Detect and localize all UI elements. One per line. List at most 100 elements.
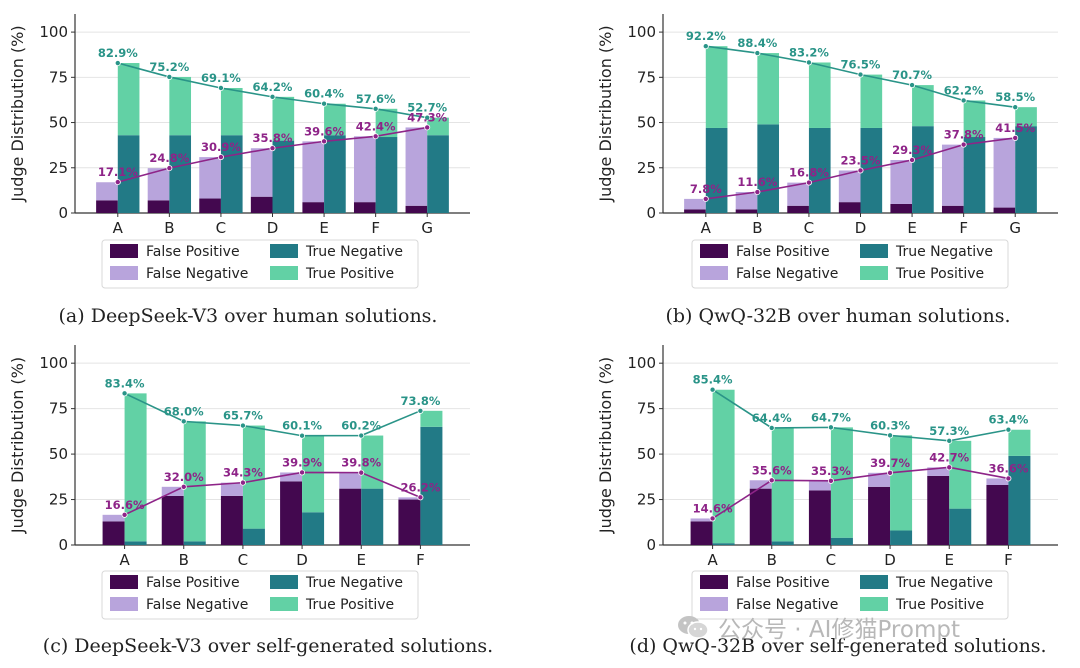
chart-panel: Judge Distribution (%) 0 25 50 75 100 A B C D E F 85… [596,345,1058,657]
bar-false-negative [749,480,772,489]
bar-false-positive [941,205,964,213]
true-positive-point [857,71,864,78]
bar-false-positive [690,521,713,545]
true-positive-label: 60.2% [341,419,381,433]
bar-true-positive [912,85,934,127]
false-negative-point [754,189,761,196]
true-positive-label: 70.7% [892,68,932,82]
chart-panel: Judge Distribution (%) 0 25 50 75 100 A B C D E F G 9… [596,14,1058,327]
bar-true-negative [949,508,972,545]
true-positive-label: 64.4% [752,411,792,425]
legend-label-true-negative: True Negative [895,575,993,591]
bar-false-positive [735,209,758,213]
bar-true-positive [427,117,449,136]
false-negative-point [709,515,716,522]
true-positive-label: 64.2% [253,80,293,94]
legend-label-false-negative: False Negative [736,266,838,282]
bar-false-positive [890,203,913,213]
true-positive-label: 73.8% [400,394,440,408]
true-positive-label: 60.1% [282,419,322,433]
true-positive-label: 76.5% [841,58,881,72]
legend-swatch-true-positive [860,266,888,280]
figure-caption: (d) QwQ-32B over self-generated solution… [629,635,1046,657]
y-tick-label: 0 [646,204,656,222]
true-positive-label: 65.7% [223,409,263,423]
x-tick-label: A [707,551,718,569]
false-negative-label: 35.3% [811,464,851,478]
legend-label-false-positive: False Positive [736,575,830,591]
x-tick-label: B [752,219,762,237]
figure-caption: (b) QwQ-32B over human solutions. [665,305,1010,327]
bar-true-negative [912,126,934,213]
bar-false-negative [787,182,809,206]
legend-swatch-true-negative [270,244,298,258]
legend-swatch-false-positive [110,244,138,258]
x-tick-label: C [238,551,248,569]
bar-true-positive [220,87,243,136]
true-positive-label: 85.4% [693,373,733,387]
legend-label-true-positive: True Positive [895,597,984,613]
bar-false-negative [280,472,303,482]
bar-false-positive [749,488,772,545]
false-negative-point [946,464,953,471]
bar-true-positive [860,74,883,128]
bar-true-positive [183,421,206,542]
true-positive-label: 60.4% [304,87,344,101]
x-tick-label: B [767,551,777,569]
legend-label-false-negative: False Negative [736,597,838,613]
x-tick-label: C [216,219,226,237]
bar-true-positive [117,63,140,136]
bar-false-positive [838,202,861,213]
true-positive-point [709,386,716,393]
bar-true-positive [420,410,443,427]
y-tick-label: 100 [39,354,68,372]
bar-true-negative [375,137,398,213]
y-tick-label: 75 [637,400,656,418]
true-positive-label: 52.7% [407,101,447,115]
y-tick-label: 100 [39,23,68,41]
bar-false-negative [302,141,325,203]
false-negative-point [887,469,894,476]
bar-false-negative [353,136,376,203]
y-tick-label: 50 [49,445,68,463]
true-positive-point [960,97,967,104]
false-negative-point [768,477,775,484]
x-tick-label: E [319,219,328,237]
legend-swatch-true-positive [270,266,298,280]
bar-true-negative [169,135,192,213]
false-negative-point [269,145,276,152]
legend: False Positive True Negative False Negativ… [101,570,419,620]
false-negative-point [417,494,424,501]
true-positive-point [217,84,224,91]
bar-false-positive [339,488,362,545]
false-negative-label: 42.7% [929,450,969,464]
true-positive-point [166,73,173,80]
bar-true-positive [712,389,735,544]
bar-true-negative [860,127,883,213]
true-positive-label: 82.9% [98,46,138,60]
watermark: 公众号 · AI修猫Prompt [676,610,960,644]
x-tick-label: F [416,551,425,569]
x-tick-label: B [164,219,174,237]
bar-false-negative [735,192,758,210]
bar-true-negative [771,541,794,545]
true-positive-point [269,93,276,100]
y-tick-label: 50 [637,445,656,463]
legend-frame [101,239,419,289]
false-negative-point [180,483,187,490]
legend-swatch-false-positive [700,244,728,258]
bar-true-negative [963,137,986,213]
bar-false-positive [398,499,421,545]
true-positive-label: 57.3% [929,424,969,438]
bar-true-positive [375,108,398,138]
false-negative-label: 29.3% [892,143,932,157]
true-positive-point [805,59,812,66]
false-negative-line [124,471,421,516]
false-negative-label: 23.5% [841,153,881,167]
figure-caption: (c) DeepSeek-V3 over self-generated solu… [43,635,493,657]
false-negative-label: 39.6% [304,124,344,138]
false-negative-label: 16.6% [105,498,145,512]
y-axis-label: Judge Distribution (%) [8,357,27,534]
legend-swatch-true-negative [270,575,298,589]
false-negative-label: 35.6% [752,463,792,477]
